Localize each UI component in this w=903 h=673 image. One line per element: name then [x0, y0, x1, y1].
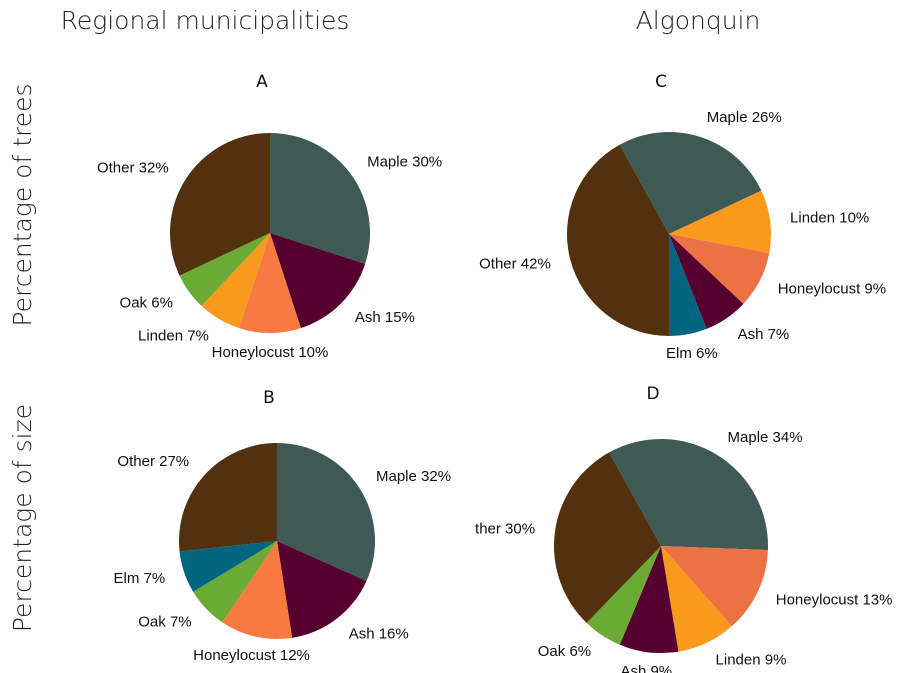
slice-label: Elm 7%	[114, 570, 166, 587]
slice-label: Linden 7%	[138, 327, 209, 344]
slice-label: Honeylocust 13%	[776, 591, 893, 608]
slice-label: Oak 7%	[138, 613, 191, 630]
slice-label: Ash 9%	[620, 663, 672, 673]
pie-title: B	[263, 388, 275, 408]
row-header: Percentage of trees	[8, 83, 37, 326]
slice-label: Linden 9%	[716, 652, 787, 669]
pie-slice	[609, 438, 769, 551]
column-header: Regional municipalities	[61, 6, 350, 35]
pie-slice	[661, 546, 732, 652]
pie-slice	[222, 541, 293, 639]
slice-label: Ash 7%	[738, 326, 790, 343]
pie-slice	[169, 133, 270, 276]
slice-label: Ash 15%	[355, 309, 415, 326]
slice-label: Maple 34%	[728, 429, 803, 446]
slice-label: Oak 6%	[120, 295, 173, 312]
slice-label: Linden 10%	[790, 210, 869, 227]
slice-label: Maple 26%	[707, 109, 782, 126]
pie-slice	[669, 190, 771, 254]
slice-label: Oak 6%	[538, 643, 591, 660]
slice-label: Other 42%	[479, 255, 551, 272]
pie-slice	[277, 541, 367, 638]
slice-label: Elm 6%	[666, 345, 718, 362]
column-header: Algonquin	[636, 6, 761, 35]
pie-slice	[669, 234, 744, 329]
pie-slice	[661, 546, 768, 627]
pie-slice	[201, 233, 270, 329]
pie-title: C	[655, 72, 667, 92]
pie-slice	[619, 132, 762, 234]
pie-slice	[178, 443, 277, 552]
slice-label: Honeylocust 10%	[212, 344, 329, 361]
slice-label: Honeylocust 9%	[778, 280, 886, 297]
pie-slice	[179, 541, 277, 592]
pie-slice	[669, 234, 707, 336]
slice-label: Other 27%	[117, 453, 189, 470]
pie-slice	[619, 546, 679, 653]
pie-slice	[586, 546, 661, 645]
pie-slice	[179, 233, 270, 306]
slice-label: Honeylocust 12%	[193, 647, 310, 664]
pie-slice	[270, 133, 370, 264]
slice-label: Maple 30%	[367, 153, 442, 170]
slice-label: Maple 32%	[376, 468, 451, 485]
pie-title: A	[256, 72, 268, 92]
slice-label: Ash 16%	[349, 626, 409, 643]
pie-slice	[193, 541, 277, 623]
pie-slice	[669, 234, 770, 304]
pie-slice	[567, 144, 669, 336]
pie-slice	[554, 452, 661, 623]
row-header: Percentage of size	[8, 404, 37, 632]
pie-slice	[270, 233, 366, 329]
slice-label: Other 32%	[97, 160, 169, 177]
pie-slice	[277, 443, 375, 581]
pie-slice	[239, 233, 301, 333]
slice-label: ther 30%	[475, 520, 535, 537]
pie-title: D	[646, 384, 659, 404]
